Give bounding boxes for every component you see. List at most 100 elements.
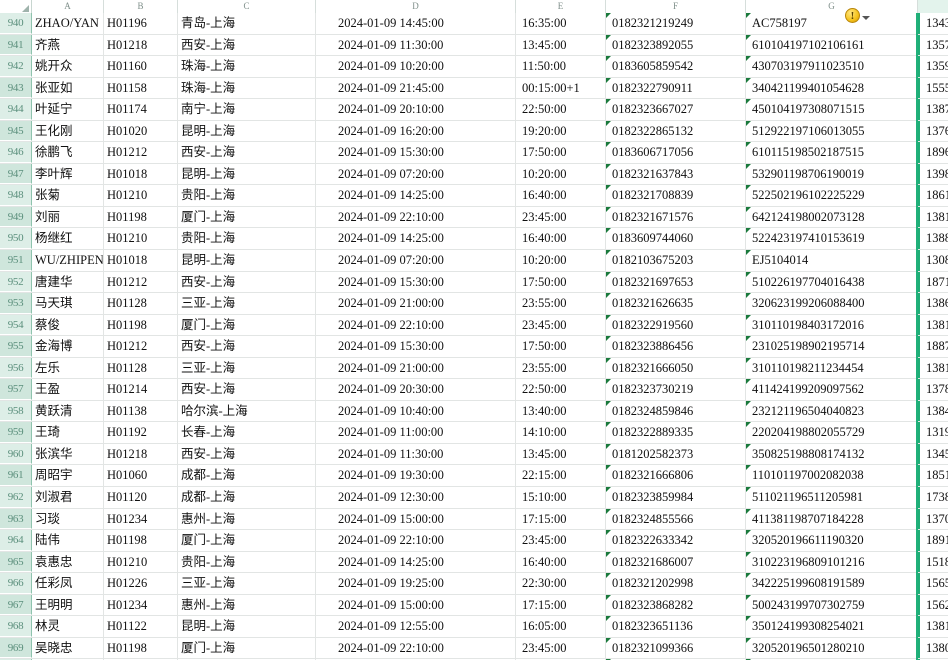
cell-passenger-name[interactable]: 左乐 bbox=[32, 357, 104, 379]
table-row[interactable]: 950 杨继红 H01210 贵阳-上海 2024-01-09 14:25:00 16:4… bbox=[0, 228, 948, 251]
cell-arrival-time[interactable]: 23:45:00 bbox=[516, 637, 606, 659]
cell-phone-number[interactable]: 13885734 bbox=[918, 228, 948, 250]
cell-passenger-name[interactable]: 袁惠忠 bbox=[32, 551, 104, 573]
cell-departure-datetime[interactable]: 2024-01-09 07:20:00 bbox=[316, 163, 516, 185]
column-header-H[interactable]: H bbox=[918, 0, 948, 13]
cell-id-number[interactable]: 110101197002082038 bbox=[746, 465, 918, 487]
cell-route[interactable]: 昆明-上海 bbox=[178, 163, 316, 185]
cell-departure-datetime[interactable]: 2024-01-09 15:00:00 bbox=[316, 594, 516, 616]
warning-exclamation-icon[interactable]: ! bbox=[845, 8, 860, 23]
row-header[interactable]: 959 bbox=[0, 422, 32, 443]
cell-id-number[interactable]: 411424199209097562 bbox=[746, 379, 918, 400]
cell-route[interactable]: 三亚-上海 bbox=[178, 293, 316, 314]
cell-passenger-name[interactable]: 金海博 bbox=[32, 336, 104, 357]
cell-arrival-time[interactable]: 13:45:00 bbox=[516, 443, 606, 465]
table-row[interactable]: 942 姚开众 H01160 珠海-上海 2024-01-09 10:20:00 11:5… bbox=[0, 56, 948, 78]
column-header-E[interactable]: E bbox=[516, 0, 606, 13]
cell-route[interactable]: 贵阳-上海 bbox=[178, 551, 316, 573]
cell-id-number[interactable]: 511021196511205981 bbox=[746, 487, 918, 508]
cell-flight-code[interactable]: H01218 bbox=[104, 443, 178, 465]
row-header[interactable]: 940 bbox=[0, 13, 32, 34]
row-header[interactable]: 963 bbox=[0, 508, 32, 530]
cell-route[interactable]: 三亚-上海 bbox=[178, 357, 316, 379]
cell-flight-code[interactable]: H01198 bbox=[104, 206, 178, 228]
cell-route[interactable]: 贵阳-上海 bbox=[178, 228, 316, 250]
cell-ticket-number[interactable]: 0182321637843 bbox=[606, 163, 746, 185]
cell-phone-number[interactable]: 13459287 bbox=[918, 443, 948, 465]
cell-route[interactable]: 西安-上海 bbox=[178, 34, 316, 56]
row-header[interactable]: 946 bbox=[0, 142, 32, 163]
cell-phone-number[interactable]: 13438293 bbox=[918, 13, 948, 34]
cell-departure-datetime[interactable]: 2024-01-09 22:10:00 bbox=[316, 206, 516, 228]
cell-arrival-time[interactable]: 23:55:00 bbox=[516, 293, 606, 314]
table-row[interactable]: 964 陆伟 H01198 厦门-上海 2024-01-09 22:10:00 23:45… bbox=[0, 530, 948, 552]
cell-id-number[interactable]: 350825198808174132 bbox=[746, 443, 918, 465]
cell-ticket-number[interactable]: 0182321697653 bbox=[606, 271, 746, 293]
cell-ticket-number[interactable]: 0182323892055 bbox=[606, 34, 746, 56]
cell-ticket-number[interactable]: 0182323859984 bbox=[606, 487, 746, 508]
table-row[interactable]: 963 习琰 H01234 惠州-上海 2024-01-09 15:00:00 17:15… bbox=[0, 508, 948, 531]
column-header-B[interactable]: B bbox=[104, 0, 178, 13]
table-row[interactable]: 940 ZHAO/YAN H01196 青岛-上海 2024-01-09 14:45:0… bbox=[0, 13, 948, 35]
row-header[interactable]: 950 bbox=[0, 228, 32, 250]
cell-flight-code[interactable]: H01218 bbox=[104, 34, 178, 56]
cell-passenger-name[interactable]: 王化刚 bbox=[32, 120, 104, 142]
cell-route[interactable]: 惠州-上海 bbox=[178, 508, 316, 530]
cell-departure-datetime[interactable]: 2024-01-09 07:20:00 bbox=[316, 250, 516, 271]
row-header[interactable]: 941 bbox=[0, 34, 32, 56]
column-header-C[interactable]: C bbox=[178, 0, 316, 13]
cell-flight-code[interactable]: H01138 bbox=[104, 400, 178, 422]
cell-departure-datetime[interactable]: 2024-01-09 16:20:00 bbox=[316, 120, 516, 142]
cell-departure-datetime[interactable]: 2024-01-09 11:00:00 bbox=[316, 422, 516, 443]
cell-phone-number[interactable]: 15180777 bbox=[918, 551, 948, 573]
cell-id-number[interactable]: 320520196611190320 bbox=[746, 530, 918, 551]
cell-passenger-name[interactable]: 习琰 bbox=[32, 508, 104, 530]
table-row[interactable]: 946 徐鹏飞 H01212 西安-上海 2024-01-09 15:30:00 17:5… bbox=[0, 142, 948, 164]
cell-route[interactable]: 西安-上海 bbox=[178, 379, 316, 400]
cell-flight-code[interactable]: H01198 bbox=[104, 314, 178, 336]
cell-arrival-time[interactable]: 16:40:00 bbox=[516, 185, 606, 206]
cell-phone-number[interactable]: 18915637 bbox=[918, 530, 948, 551]
cell-id-number[interactable]: 522423197410153619 bbox=[746, 228, 918, 250]
cell-passenger-name[interactable]: 唐建华 bbox=[32, 271, 104, 293]
cell-phone-number[interactable]: 13701853 bbox=[918, 508, 948, 530]
cell-flight-code[interactable]: H01226 bbox=[104, 573, 178, 594]
cell-passenger-name[interactable]: 王明明 bbox=[32, 594, 104, 616]
cell-passenger-name[interactable]: 张菊 bbox=[32, 185, 104, 206]
cell-arrival-time[interactable]: 13:45:00 bbox=[516, 34, 606, 56]
cell-departure-datetime[interactable]: 2024-01-09 19:25:00 bbox=[316, 573, 516, 594]
table-row[interactable]: 944 叶延宁 H01174 南宁-上海 2024-01-09 20:10:00 22:5… bbox=[0, 99, 948, 121]
cell-arrival-time[interactable]: 16:40:00 bbox=[516, 551, 606, 573]
cell-flight-code[interactable]: H01122 bbox=[104, 616, 178, 637]
table-row[interactable]: 945 王化刚 H01020 昆明-上海 2024-01-09 16:20:00 19:2… bbox=[0, 120, 948, 143]
cell-arrival-time[interactable]: 16:40:00 bbox=[516, 228, 606, 250]
cell-id-number[interactable]: 340421199401054628 bbox=[746, 77, 918, 99]
cell-arrival-time[interactable]: 22:30:00 bbox=[516, 573, 606, 594]
cell-flight-code[interactable]: H01210 bbox=[104, 551, 178, 573]
row-header[interactable]: 954 bbox=[0, 314, 32, 336]
table-row[interactable]: 968 林灵 H01122 昆明-上海 2024-01-09 12:55:00 16:05… bbox=[0, 616, 948, 638]
cell-phone-number[interactable]: 13846866 bbox=[918, 400, 948, 422]
cell-route[interactable]: 昆明-上海 bbox=[178, 250, 316, 271]
cell-arrival-time[interactable]: 23:45:00 bbox=[516, 530, 606, 551]
cell-phone-number[interactable]: 18516971 bbox=[918, 465, 948, 487]
cell-id-number[interactable]: 522502196102225229 bbox=[746, 185, 918, 206]
cell-ticket-number[interactable]: 0182322790911 bbox=[606, 77, 746, 99]
column-header-F[interactable]: F bbox=[606, 0, 746, 13]
row-header[interactable]: 960 bbox=[0, 443, 32, 465]
cell-departure-datetime[interactable]: 2024-01-09 15:30:00 bbox=[316, 336, 516, 357]
cell-route[interactable]: 珠海-上海 bbox=[178, 77, 316, 99]
cell-route[interactable]: 成都-上海 bbox=[178, 487, 316, 508]
cell-departure-datetime[interactable]: 2024-01-09 10:40:00 bbox=[316, 400, 516, 422]
cell-route[interactable]: 昆明-上海 bbox=[178, 616, 316, 637]
row-header[interactable]: 969 bbox=[0, 637, 32, 659]
cell-phone-number[interactable]: 13806230 bbox=[918, 637, 948, 659]
cell-id-number[interactable]: 642124198002073128 bbox=[746, 206, 918, 228]
row-header[interactable]: 951 bbox=[0, 250, 32, 271]
cell-flight-code[interactable]: H01212 bbox=[104, 271, 178, 293]
row-header[interactable]: 964 bbox=[0, 530, 32, 551]
cell-flight-code[interactable]: H01210 bbox=[104, 185, 178, 206]
cell-id-number[interactable]: 411381198707184228 bbox=[746, 508, 918, 530]
cell-passenger-name[interactable]: 周昭宇 bbox=[32, 465, 104, 487]
